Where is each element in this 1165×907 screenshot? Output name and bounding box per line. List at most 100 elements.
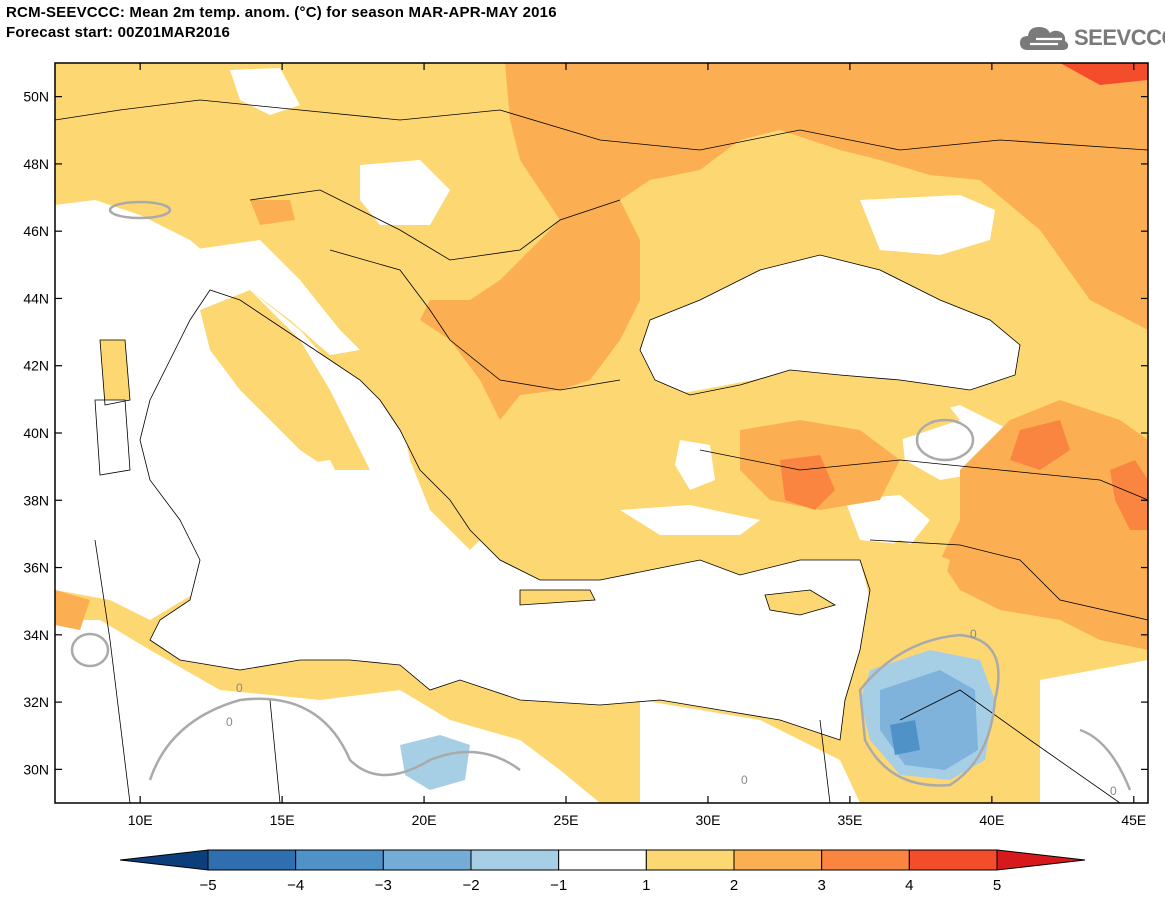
- mediterranean-coast: [139, 289, 871, 741]
- greece-land: [400, 360, 500, 550]
- colorbar-swatch: [470, 849, 560, 871]
- colorbar-high-arrow: [996, 849, 1086, 871]
- lat-tick-label: 38N: [23, 492, 49, 508]
- lat-tick-label: 42N: [23, 358, 49, 374]
- lat-tick-label: 46N: [23, 223, 49, 239]
- adriatic-sea: [190, 240, 360, 355]
- cloud-logo-icon: [1020, 27, 1069, 50]
- contour-label-5: 0: [1110, 784, 1117, 798]
- colorbar-swatch: [295, 849, 384, 871]
- sardinia-coast: [94, 399, 131, 476]
- colorbar-label: 5: [993, 877, 1001, 894]
- colorbar-low-arrow: [119, 849, 209, 871]
- lon-tick-label: 25E: [554, 812, 579, 828]
- border-syria: [869, 539, 1148, 621]
- anomaly-neg-1-2-libya: [400, 735, 470, 790]
- anomaly-field: [55, 63, 1148, 803]
- zero-contour-5: [858, 633, 1000, 787]
- lon-tick-label: 20E: [412, 812, 437, 828]
- neutral-zone-germany: [230, 68, 300, 115]
- lon-tick-label: 40E: [979, 812, 1004, 828]
- colorbar-swatch: [382, 849, 472, 871]
- anomaly-band-3-4-east: [1110, 460, 1148, 530]
- lat-tick-label: 50N: [23, 89, 49, 105]
- lat-tick-label: 32N: [23, 694, 49, 710]
- contour-label-4: 0: [741, 773, 748, 787]
- anatolia-north-land: [620, 375, 960, 490]
- colorbar-label: 1: [642, 877, 650, 894]
- border-algeria: [94, 539, 131, 803]
- cyprus-land: [765, 590, 835, 615]
- lat-tick-label: 40N: [23, 425, 49, 441]
- anomaly-band-4-5: [1060, 63, 1148, 85]
- neutral-zone-anatolia-west: [675, 440, 715, 490]
- zero-contour-6: [1079, 728, 1132, 791]
- lon-tick-label: 30E: [696, 812, 721, 828]
- colorbar-label: 4: [905, 877, 913, 894]
- anomaly-neg-3-4-arabia: [890, 720, 920, 755]
- neutral-zone-anatolia-south: [845, 495, 930, 545]
- neutral-zone-egypt: [640, 700, 860, 803]
- colorbar-label: −3: [375, 877, 392, 894]
- anomaly-band-2-3-alps: [250, 200, 295, 225]
- anomaly-band-2-3-east: [940, 400, 1148, 650]
- anomaly-band-2-3-north: [420, 63, 1148, 420]
- border-egypt: [819, 719, 831, 803]
- latitude-axis: 50N 48N 46N 44N 42N 40N 38N 36N 34N 32N 30N: [23, 89, 1148, 777]
- contour-label-1: 0: [970, 627, 977, 641]
- colorbar-label: −4: [287, 877, 304, 894]
- border-turkey: [699, 449, 1148, 501]
- colorbar-label: −1: [550, 877, 567, 894]
- black-sea: [640, 255, 1020, 395]
- lat-tick-label: 36N: [23, 560, 49, 576]
- neutral-zone-crimea-east: [860, 195, 995, 255]
- colorbar-swatch: [207, 849, 297, 871]
- colorbar-label: −2: [462, 877, 479, 894]
- borders-coastlines: [55, 99, 1148, 803]
- corsica-land: [100, 340, 130, 405]
- italy-land: [200, 290, 370, 470]
- lat-tick-label: 34N: [23, 627, 49, 643]
- colorbar-swatch: [645, 849, 735, 871]
- lat-tick-label: 48N: [23, 156, 49, 172]
- lat-tick-label: 30N: [23, 761, 49, 777]
- colorbar-swatch: [908, 849, 998, 871]
- border-north: [55, 99, 1148, 151]
- zero-contour-4: [915, 418, 975, 462]
- zero-contour-1: [108, 200, 172, 220]
- zero-contour-3: [148, 697, 521, 781]
- lon-tick-label: 35E: [837, 812, 862, 828]
- lat-tick-label: 44N: [23, 290, 49, 306]
- black-sea-coast: [639, 254, 1021, 396]
- border-libya: [269, 699, 281, 803]
- colorbar-label: 3: [817, 877, 825, 894]
- neutral-zone-arabia: [1040, 660, 1148, 803]
- neutral-zone-hungary: [360, 160, 450, 225]
- lon-tick-label: 45E: [1121, 812, 1146, 828]
- colorbar-swatch: [558, 849, 647, 871]
- colorbar: −5 −4 −3 −2 −1 1 2 3 4 5: [119, 849, 1086, 894]
- map-title: RCM-SEEVCCC: Mean 2m temp. anom. (°C) fo…: [6, 4, 557, 21]
- colorbar-swatch: [733, 849, 823, 871]
- border-arabia: [899, 689, 1121, 803]
- corsica-coast: [99, 339, 131, 406]
- sicily-area: [265, 460, 350, 520]
- colorbar-label: −5: [199, 877, 216, 894]
- zero-contours: [70, 200, 1132, 791]
- neutral-zone-anatolia-sw: [620, 505, 760, 535]
- forecast-start-label: Forecast start: 00Z01MAR2016: [6, 24, 231, 41]
- border-central: [249, 189, 621, 261]
- colorbar-swatch: [821, 849, 910, 871]
- sardinia-area: [95, 400, 130, 475]
- seevccc-logo: SEEVCCC: [1018, 22, 1165, 54]
- cyprus-coast: [764, 589, 836, 616]
- anomaly-band-2-3-algeria: [55, 590, 90, 630]
- longitude-axis: 10E 15E 20E 25E 30E 35E 40E 45E: [128, 63, 1146, 828]
- crete-coast: [519, 589, 596, 606]
- levant-land: [860, 540, 950, 620]
- contour-label-3: 0: [226, 715, 233, 729]
- colorbar-label: 2: [730, 877, 738, 894]
- anomaly-band-3-4-armenia: [1010, 420, 1070, 470]
- lon-tick-label: 10E: [128, 812, 153, 828]
